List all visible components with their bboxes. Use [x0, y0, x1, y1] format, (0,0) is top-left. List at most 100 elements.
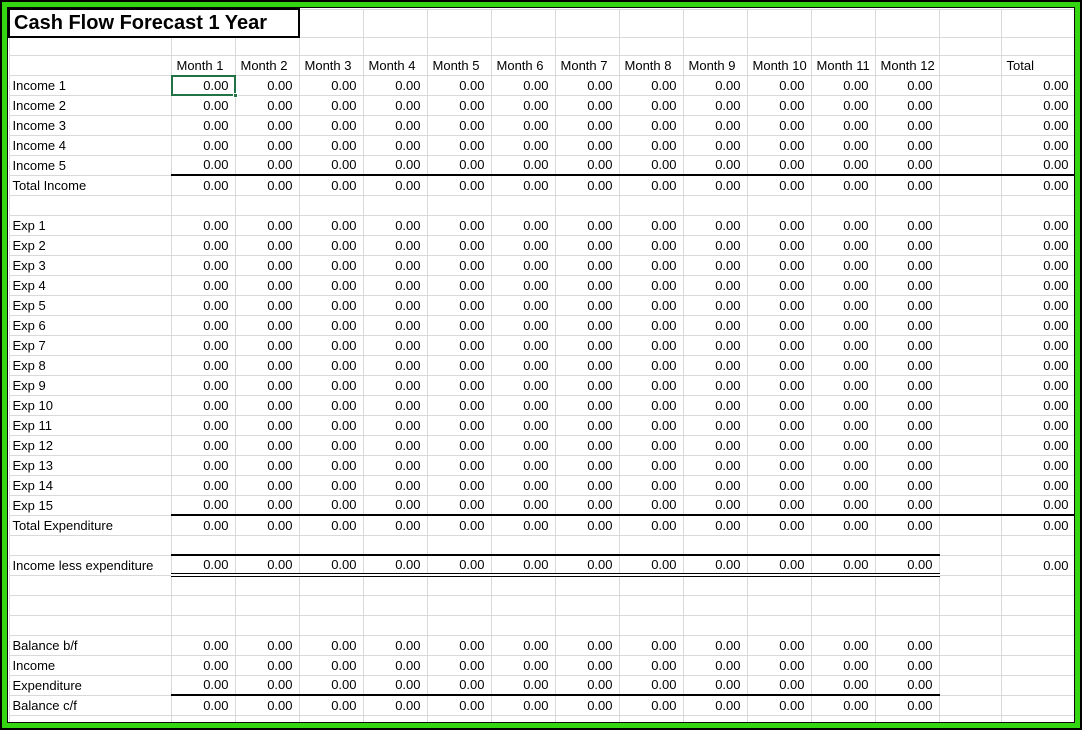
cell[interactable]: 0.00 [746, 114, 812, 136]
cell[interactable]: 0.00 [874, 114, 940, 136]
page-title[interactable]: Cash Flow Forecast 1 Year [8, 8, 301, 38]
blank-cell[interactable] [426, 574, 492, 596]
blank-cell[interactable] [1000, 574, 1074, 596]
blank-cell[interactable] [8, 574, 172, 596]
row-label[interactable]: Exp 8 [8, 354, 172, 376]
cell[interactable]: 0.00 [746, 514, 812, 536]
cell[interactable]: 0.00 [426, 314, 492, 336]
spacer-cell[interactable] [938, 354, 1002, 376]
cell[interactable]: 0.00 [874, 314, 940, 336]
blank-cell[interactable] [170, 574, 236, 596]
cell[interactable]: 0.00 [746, 334, 812, 356]
cell[interactable]: 0.00 [362, 374, 428, 396]
cell[interactable]: 0.00 [682, 134, 748, 156]
cell[interactable]: 0.00 [618, 174, 684, 196]
blank-cell[interactable] [234, 594, 300, 616]
cell[interactable]: 0.00 [426, 94, 492, 116]
blank-cell[interactable] [170, 714, 236, 722]
cell[interactable]: 0.00 [234, 394, 300, 416]
cell[interactable]: 0.00 [170, 654, 236, 676]
cell[interactable]: 0.00 [682, 294, 748, 316]
cell[interactable]: 0.00 [298, 694, 364, 716]
cell[interactable]: 0.00 [682, 234, 748, 256]
row-label[interactable]: Exp 13 [8, 454, 172, 476]
cell[interactable]: 0.00 [554, 154, 620, 176]
cell[interactable]: 0.00 [618, 554, 684, 577]
cell[interactable]: 0.00 [554, 554, 620, 577]
cell[interactable]: 0.00 [746, 254, 812, 276]
spacer-cell[interactable] [938, 454, 1002, 476]
cell[interactable]: 0.00 [490, 414, 556, 436]
cell[interactable]: 0.00 [170, 114, 236, 136]
row-label[interactable]: Exp 9 [8, 374, 172, 396]
cell[interactable]: 0.00 [234, 154, 300, 176]
blank-cell[interactable] [490, 36, 556, 56]
row-label[interactable]: Expenditure [8, 674, 172, 696]
cell[interactable]: 0.00 [362, 514, 428, 536]
cell[interactable]: 0.00 [746, 394, 812, 416]
spacer-cell[interactable] [938, 54, 1002, 76]
cell[interactable]: 0.00 [810, 394, 876, 416]
spacer-cell[interactable] [938, 494, 1002, 516]
cell[interactable]: 0.00 [298, 274, 364, 296]
blank-cell[interactable] [362, 534, 428, 556]
cell[interactable]: 0.00 [362, 454, 428, 476]
cell[interactable]: 0.00 [682, 654, 748, 676]
column-header-month-10[interactable]: Month 10 [746, 54, 812, 76]
cell[interactable]: 0.00 [490, 674, 556, 696]
spacer-cell[interactable] [938, 294, 1002, 316]
cell[interactable]: 0.00 [618, 334, 684, 356]
blank-cell[interactable] [874, 614, 940, 636]
cell[interactable]: 0.00 [810, 74, 876, 96]
cell[interactable]: 0.00 [554, 474, 620, 496]
blank-cell[interactable] [1000, 594, 1074, 616]
cell[interactable]: 0.00 [298, 134, 364, 156]
cell[interactable]: 0.00 [490, 394, 556, 416]
cell[interactable]: 0.00 [810, 174, 876, 196]
cell[interactable]: 0.00 [234, 214, 300, 236]
cell[interactable]: 0.00 [426, 154, 492, 176]
cell[interactable]: 0.00 [874, 654, 940, 676]
cell[interactable]: 0.00 [746, 434, 812, 456]
cell[interactable]: 0.00 [490, 294, 556, 316]
cell[interactable]: 0.00 [490, 374, 556, 396]
cell[interactable]: 0.00 [618, 114, 684, 136]
blank-cell[interactable] [362, 8, 428, 38]
cell[interactable]: 0.00 [426, 174, 492, 196]
cell[interactable]: 0.00 [554, 134, 620, 156]
row-label[interactable]: Income 2 [8, 94, 172, 116]
column-header-month-4[interactable]: Month 4 [362, 54, 428, 76]
blank-cell[interactable] [554, 36, 620, 56]
cell[interactable]: 0.00 [810, 314, 876, 336]
cell[interactable]: 0.00 [362, 254, 428, 276]
cell[interactable]: 0.00 [490, 314, 556, 336]
cell[interactable]: 0.00 [618, 414, 684, 436]
cell[interactable]: 0.00 [298, 494, 364, 516]
blank-cell[interactable] [746, 36, 812, 56]
cell[interactable]: 0.00 [554, 654, 620, 676]
blank-cell[interactable] [1000, 36, 1074, 56]
column-header-month-3[interactable]: Month 3 [298, 54, 364, 76]
cell[interactable]: 0.00 [170, 334, 236, 356]
cell[interactable]: 0.00 [874, 134, 940, 156]
row-label[interactable]: Exp 3 [8, 254, 172, 276]
cell[interactable]: 0.00 [170, 354, 236, 376]
cell[interactable]: 0.00 [746, 354, 812, 376]
cell[interactable]: 0.00 [682, 394, 748, 416]
blank-cell[interactable] [746, 574, 812, 596]
column-header-month-8[interactable]: Month 8 [618, 54, 684, 76]
cell[interactable]: 0.00 [554, 494, 620, 516]
cell[interactable]: 0.00 [618, 234, 684, 256]
total-cell[interactable] [1000, 654, 1074, 676]
cell[interactable]: 0.00 [810, 154, 876, 176]
cell[interactable]: 0.00 [298, 214, 364, 236]
cell[interactable]: 0.00 [426, 234, 492, 256]
cell[interactable]: 0.00 [618, 254, 684, 276]
column-header-total[interactable]: Total [1000, 54, 1074, 76]
cell[interactable]: 0.00 [234, 74, 300, 96]
cell[interactable]: 0.00 [362, 74, 428, 96]
blank-cell[interactable] [8, 194, 172, 216]
blank-cell[interactable] [810, 614, 876, 636]
cell[interactable]: 0.00 [362, 134, 428, 156]
cell[interactable]: 0.00 [170, 374, 236, 396]
